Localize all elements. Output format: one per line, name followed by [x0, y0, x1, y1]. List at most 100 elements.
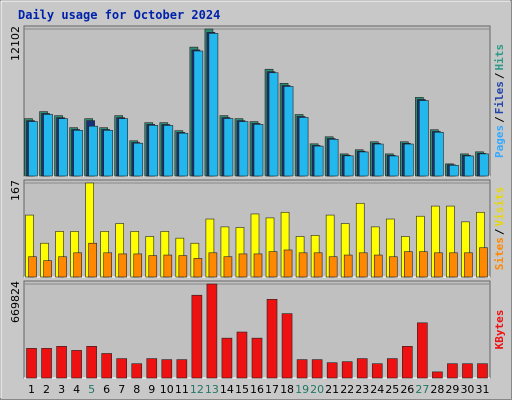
- bar: [404, 143, 414, 177]
- legend-entry: Hits: [493, 44, 506, 71]
- bar: [223, 256, 233, 278]
- x-tick-label: 21: [325, 383, 339, 396]
- bar: [73, 130, 83, 177]
- legend: KBytes: [493, 310, 506, 350]
- bar: [193, 258, 203, 278]
- bar: [298, 252, 308, 278]
- bar: [388, 256, 398, 278]
- x-tick-label: 28: [430, 383, 444, 396]
- bar: [208, 33, 219, 177]
- bar: [131, 363, 143, 379]
- bar: [281, 313, 293, 379]
- x-tick-label: 15: [235, 383, 249, 396]
- bar: [251, 337, 263, 379]
- bar: [178, 255, 188, 278]
- bar: [341, 361, 353, 379]
- bar: [326, 362, 338, 379]
- bar: [253, 253, 263, 278]
- bar: [328, 256, 338, 278]
- bar: [358, 151, 369, 177]
- bar: [206, 283, 218, 379]
- x-tick-label: 4: [73, 383, 80, 396]
- x-tick-label: 12: [190, 383, 204, 396]
- bar: [178, 132, 189, 177]
- x-tick-label: 17: [265, 383, 279, 396]
- bar: [313, 145, 324, 177]
- bar: [296, 359, 308, 379]
- bar: [298, 117, 309, 177]
- x-tick-label: 22: [340, 383, 354, 396]
- legend-separator: /: [493, 72, 506, 79]
- bar: [238, 253, 248, 278]
- bar: [462, 363, 473, 379]
- bar: [133, 142, 144, 177]
- y-tick-label: 12102: [9, 26, 22, 61]
- bar: [283, 86, 294, 177]
- x-tick-label: 3: [58, 383, 65, 396]
- bar: [103, 252, 112, 278]
- bar: [238, 121, 249, 177]
- bar: [449, 165, 459, 177]
- bar: [313, 252, 323, 278]
- x-tick-label: 31: [475, 383, 489, 396]
- x-tick-label: 6: [103, 383, 110, 396]
- legend-entry: Visits: [493, 187, 506, 227]
- bar: [43, 260, 52, 278]
- bar: [402, 346, 413, 379]
- legend-entry: Sites: [493, 237, 506, 270]
- bar: [118, 253, 128, 278]
- bar: [479, 247, 488, 278]
- x-tick-label: 5: [88, 383, 95, 396]
- bar: [28, 256, 37, 278]
- bar: [41, 348, 52, 379]
- legend-entry: Files: [493, 81, 506, 114]
- bar: [328, 139, 339, 177]
- x-tick-label: 24: [370, 383, 384, 396]
- bar: [464, 252, 473, 278]
- bar: [447, 363, 458, 379]
- bar: [26, 348, 37, 379]
- x-tick-label: 30: [460, 383, 474, 396]
- legend-separator: /: [493, 116, 506, 123]
- bar: [434, 131, 444, 177]
- bar: [432, 371, 443, 379]
- x-tick-label: 25: [385, 383, 399, 396]
- bar: [236, 331, 248, 379]
- bar: [404, 251, 413, 278]
- x-tick-label: 1: [28, 383, 35, 396]
- bar: [88, 125, 98, 177]
- bar: [371, 363, 383, 379]
- bar: [268, 72, 279, 177]
- x-tick-label: 26: [400, 383, 414, 396]
- bar: [221, 337, 233, 379]
- x-tick-label: 10: [160, 383, 174, 396]
- bar: [266, 299, 278, 379]
- x-tick-label: 8: [133, 383, 140, 396]
- x-tick-label: 23: [355, 383, 369, 396]
- bar: [283, 249, 293, 278]
- bar: [146, 358, 158, 379]
- bar: [419, 251, 428, 278]
- x-tick-label: 2: [43, 383, 50, 396]
- bar: [253, 124, 264, 177]
- bar: [434, 252, 443, 278]
- x-tick-label: 29: [445, 383, 459, 396]
- bar: [223, 118, 234, 177]
- x-tick-label: 18: [280, 383, 294, 396]
- bar: [464, 155, 474, 177]
- x-tick-label: 16: [250, 383, 264, 396]
- x-tick-label: 19: [295, 383, 309, 396]
- bar: [88, 242, 97, 278]
- y-tick-label: 669824: [9, 281, 22, 323]
- legend-entry: Pages: [493, 125, 506, 158]
- bar: [58, 118, 68, 177]
- bar: [417, 322, 428, 379]
- x-tick-label: 9: [148, 383, 155, 396]
- bar: [73, 252, 82, 278]
- bar: [191, 294, 203, 379]
- bar: [419, 100, 429, 177]
- bar: [118, 118, 129, 177]
- bar: [479, 153, 489, 177]
- bar: [343, 155, 354, 177]
